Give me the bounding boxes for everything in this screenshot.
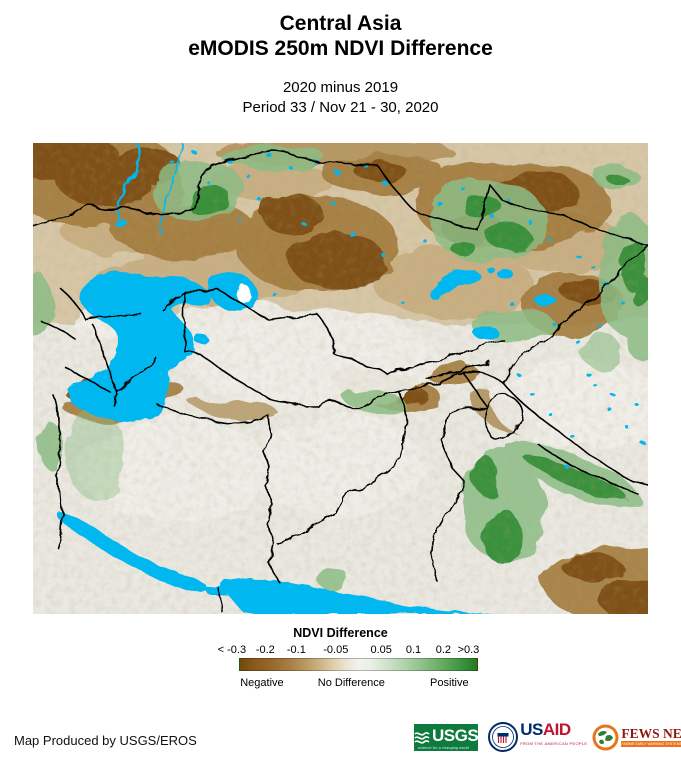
- usgs-logo-text: USGS: [432, 725, 479, 745]
- usaid-aid-text: AID: [542, 720, 571, 739]
- legend-category-labels: Negative No Difference Positive: [239, 677, 478, 690]
- page-title-line1: Central Asia: [279, 12, 402, 35]
- usaid-logo: USAID FROM THE AMERICAN PEOPLE: [488, 720, 588, 752]
- map-canvas: [33, 143, 648, 614]
- agency-logos: USGS science for a changing world NASA U…: [414, 719, 681, 755]
- fewsnet-logo-text: FEWS NET FAMINE EARLY WARNING SYSTEMS NE…: [621, 727, 681, 747]
- usaid-logo-text: USAID FROM THE AMERICAN PEOPLE: [520, 720, 588, 751]
- legend-tick-labels: < -0.3 -0.2 -0.1 -0.05 0.05 0.1 0.2 >0.3: [218, 644, 480, 656]
- usgs-logo: USGS science for a changing world: [414, 723, 479, 751]
- legend-category: Negative: [240, 677, 284, 689]
- legend-tick: 0.1: [405, 644, 422, 656]
- map-water-bodies: [56, 143, 646, 614]
- subtitle-block: 2020 minus 2019 Period 33 / Nov 21 - 30,…: [0, 78, 681, 118]
- fewsnet-globe-icon: [592, 724, 619, 750]
- usaid-seal-icon: [488, 722, 519, 752]
- fewsnet-tagline: FAMINE EARLY WARNING SYSTEMS NETWORK: [621, 741, 681, 747]
- country-borders: [33, 150, 648, 614]
- legend-tick: < -0.3: [217, 644, 247, 656]
- map-header: Central Asia eMODIS 250m NDVI Difference…: [0, 11, 681, 118]
- usaid-tagline: FROM THE AMERICAN PEOPLE: [520, 741, 588, 746]
- subtitle-line1: 2020 minus 2019: [282, 79, 399, 96]
- fewsnet-name-text: FEWS NET: [621, 726, 681, 741]
- legend-tick: -0.1: [286, 644, 306, 656]
- legend-tick: 0.2: [435, 644, 451, 656]
- legend-category: No Difference: [317, 677, 385, 689]
- usgs-tagline: science for a changing world: [418, 744, 469, 750]
- page-title-line2: eMODIS 250m NDVI Difference: [188, 37, 493, 60]
- legend-tick: 0.05: [370, 644, 392, 656]
- legend-tick: -0.05: [323, 644, 349, 656]
- legend-category: Positive: [430, 677, 469, 689]
- ndvi-map-image: [33, 143, 648, 614]
- legend-color-ramp: [239, 658, 478, 671]
- map-credit: Map Produced by USGS/EROS: [14, 733, 197, 748]
- legend-title: NDVI Difference: [293, 626, 388, 640]
- legend-tick: >0.3: [457, 644, 480, 656]
- fewsnet-logo: FEWS NET FAMINE EARLY WARNING SYSTEMS NE…: [592, 724, 681, 751]
- legend-tick: -0.2: [255, 644, 275, 656]
- usgs-wave-icon: [414, 732, 430, 744]
- subtitle-line2: Period 33 / Nov 21 - 30, 2020: [242, 99, 439, 116]
- usaid-us-text: US: [520, 720, 543, 739]
